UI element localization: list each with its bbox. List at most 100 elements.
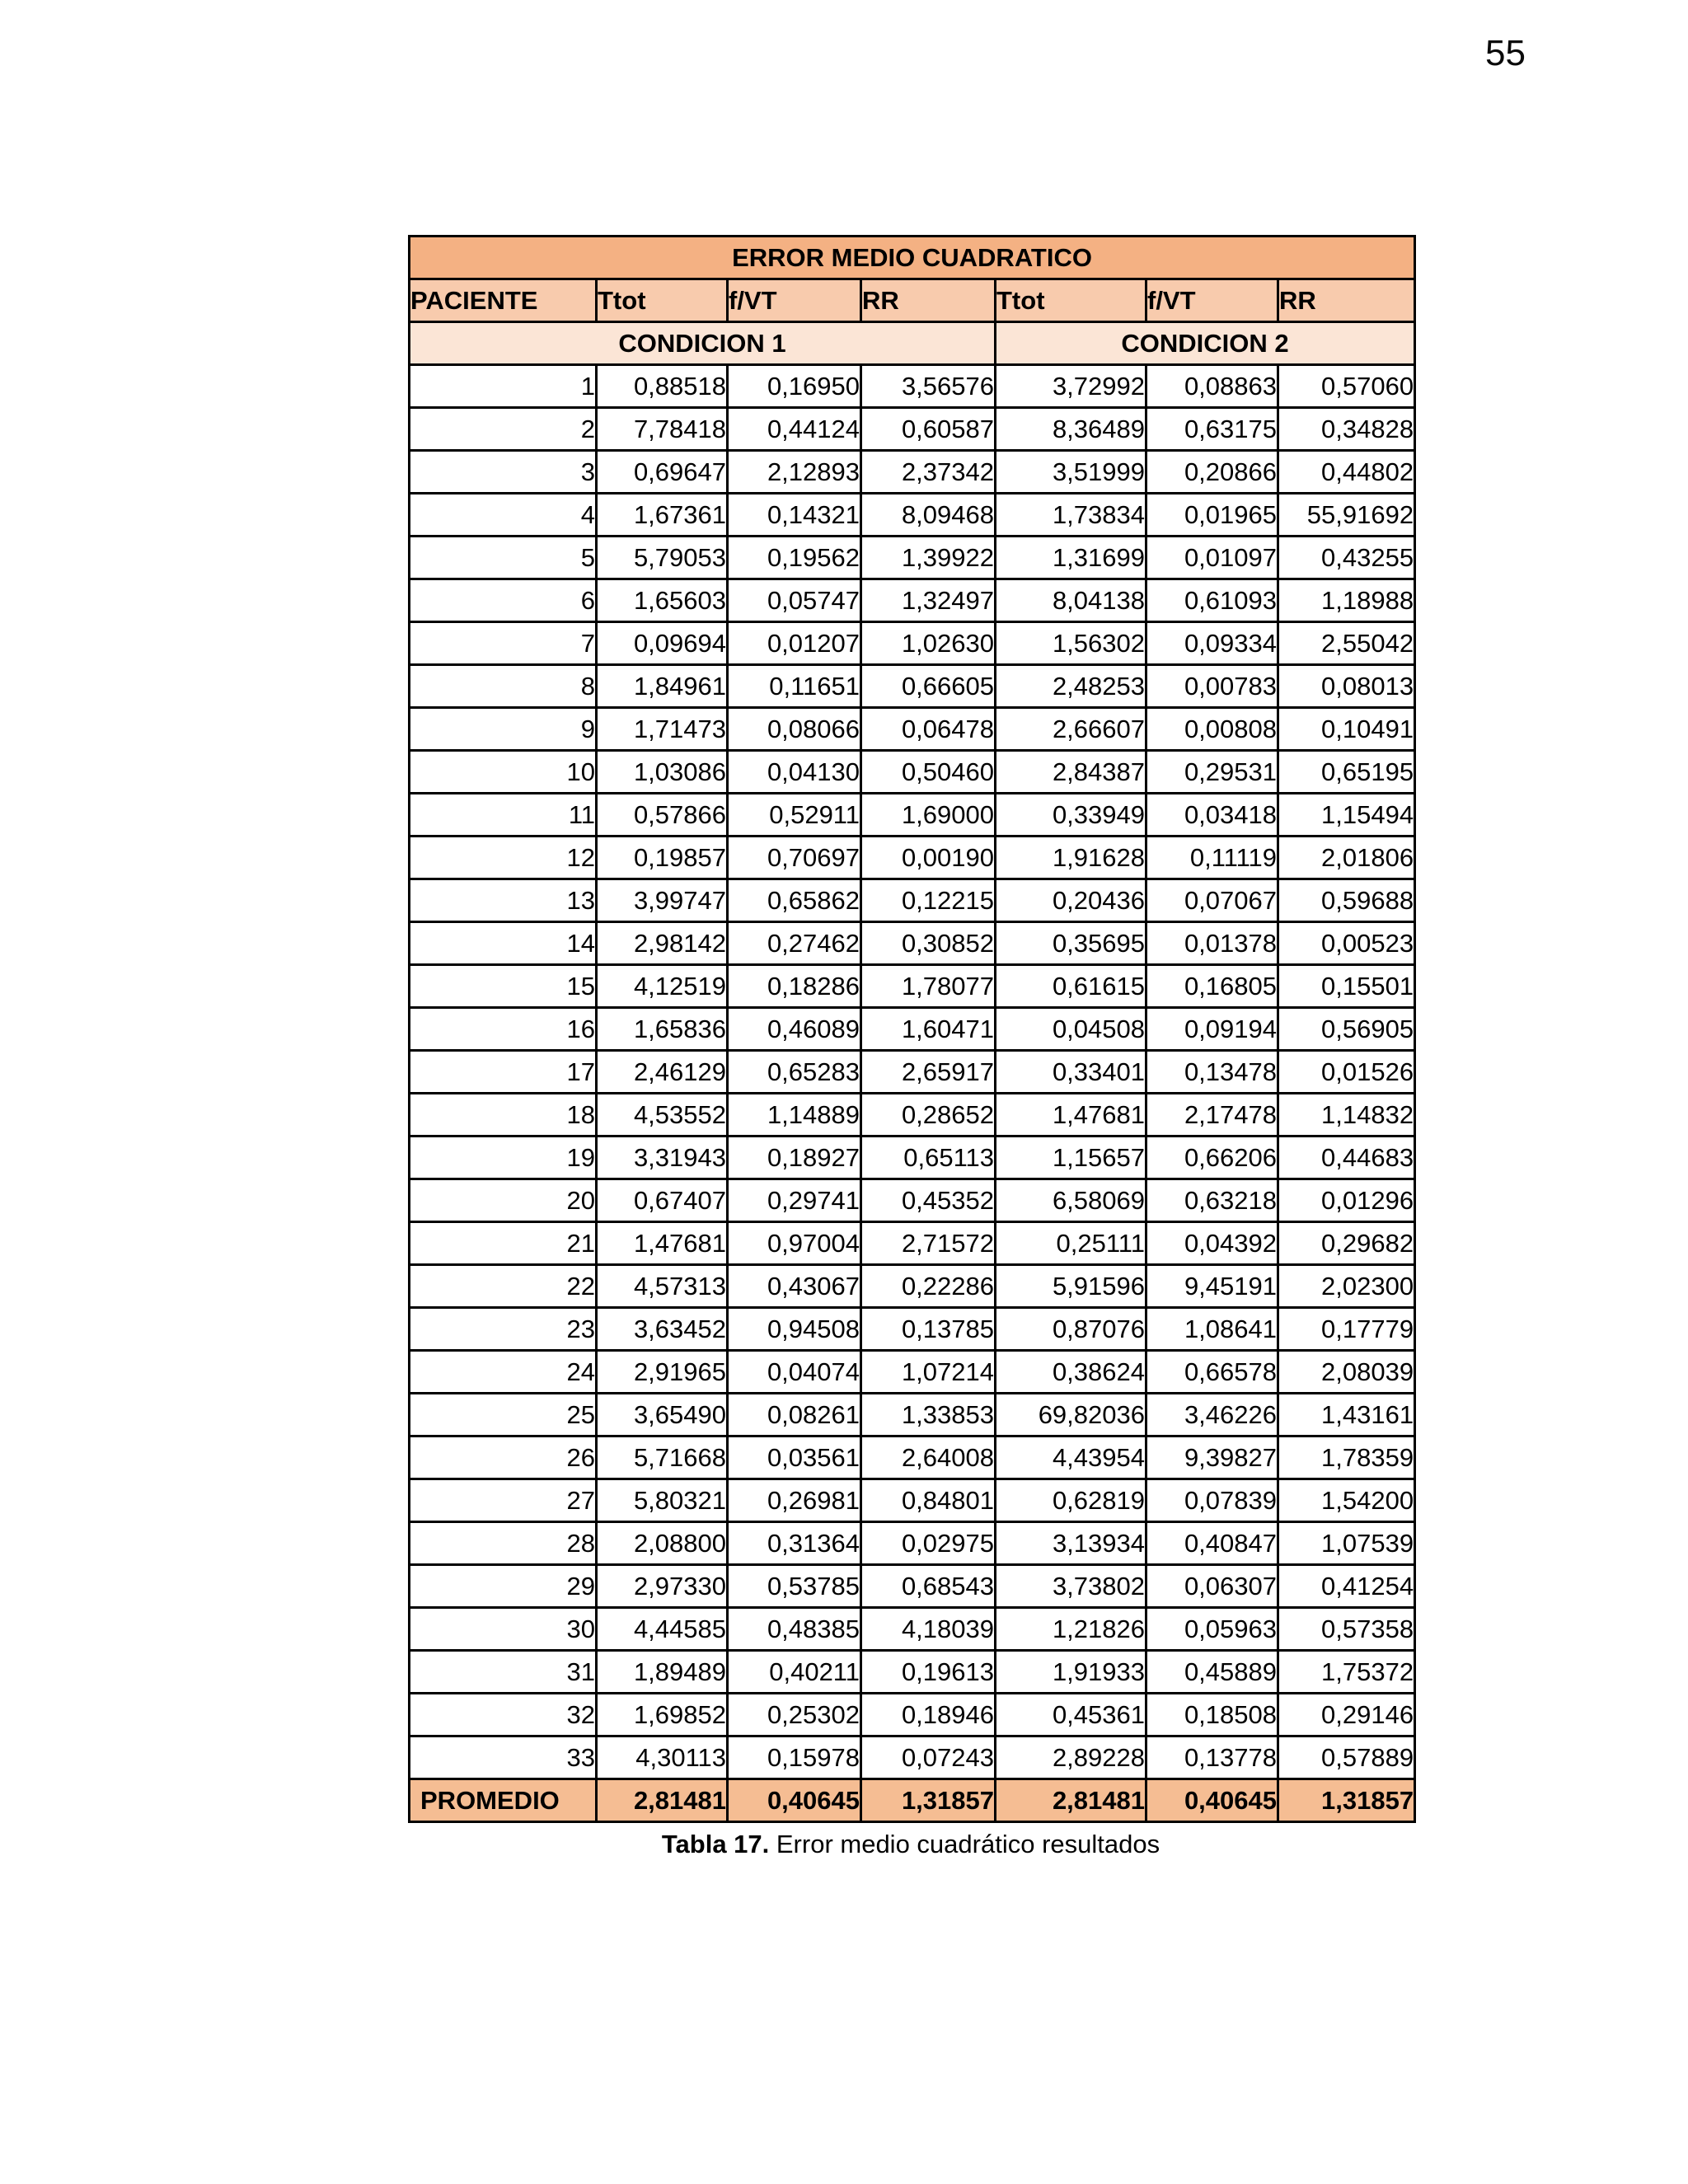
paciente-cell: 31 — [408, 1649, 598, 1694]
paciente-cell: 2 — [408, 406, 598, 452]
value-cell: 0,01378 — [1145, 921, 1279, 966]
value-cell: 0,06478 — [860, 706, 996, 752]
table-title: ERROR MEDIO CUADRATICO — [407, 235, 1417, 280]
promedio-row: PROMEDIO 2,81481 0,40645 1,31857 2,81481… — [408, 1778, 1417, 1823]
condition-2-header: CONDICION 2 — [993, 321, 1417, 366]
value-cell: 2,98142 — [595, 921, 729, 966]
table-row: 10 1,03086 0,04130 0,50460 2,84387 0,29531 0,6… — [408, 749, 1417, 794]
value-cell: 0,03561 — [726, 1435, 862, 1480]
value-cell: 55,91692 — [1276, 492, 1417, 537]
value-cell: 2,37342 — [860, 449, 996, 494]
condition-row: CONDICION 1 CONDICION 2 — [408, 321, 1417, 366]
value-cell: 9,39827 — [1145, 1435, 1279, 1480]
value-cell: 3,63452 — [595, 1306, 729, 1352]
value-cell: 0,18508 — [1145, 1692, 1279, 1737]
value-cell: 0,05963 — [1145, 1606, 1279, 1652]
value-cell: 0,00783 — [1145, 663, 1279, 709]
table-row: 16 1,65836 0,46089 1,60471 0,04508 0,09194 0,5… — [408, 1006, 1417, 1052]
table-row: 24 2,91965 0,04074 1,07214 0,38624 0,66578 2,0… — [408, 1349, 1417, 1394]
table-row: 8 1,84961 0,11651 0,66605 2,48253 0,00783 0,08… — [408, 663, 1417, 709]
value-cell: 0,29741 — [726, 1178, 862, 1223]
value-cell: 1,78077 — [860, 963, 996, 1009]
value-cell: 2,12893 — [726, 449, 862, 494]
value-cell: 0,09194 — [1145, 1006, 1279, 1052]
value-cell: 2,66607 — [994, 706, 1147, 752]
value-cell: 4,43954 — [994, 1435, 1147, 1480]
value-cell: 1,33853 — [860, 1392, 996, 1437]
value-cell: 0,57358 — [1276, 1606, 1417, 1652]
value-cell: 1,08641 — [1145, 1306, 1279, 1352]
value-cell: 0,07243 — [860, 1735, 996, 1780]
table-row: 20 0,67407 0,29741 0,45352 6,58069 0,63218 0,0… — [408, 1178, 1417, 1223]
value-cell: 0,53785 — [726, 1563, 862, 1609]
value-cell: 4,44585 — [595, 1606, 729, 1652]
value-cell: 2,46129 — [595, 1049, 729, 1094]
paciente-cell: 23 — [408, 1306, 598, 1352]
paciente-cell: 27 — [408, 1478, 598, 1523]
value-cell: 0,30852 — [860, 921, 996, 966]
promedio-value: 0,40645 — [726, 1778, 862, 1823]
value-cell: 0,00190 — [860, 835, 996, 880]
page-number: 55 — [1485, 33, 1526, 73]
value-cell: 0,57060 — [1276, 363, 1417, 409]
value-cell: 2,84387 — [994, 749, 1147, 794]
value-cell: 0,03418 — [1145, 792, 1279, 837]
paciente-cell: 8 — [408, 663, 598, 709]
value-cell: 1,75372 — [1276, 1649, 1417, 1694]
value-cell: 0,44683 — [1276, 1135, 1417, 1180]
value-cell: 0,19613 — [860, 1649, 996, 1694]
value-cell: 0,65195 — [1276, 749, 1417, 794]
value-cell: 3,13934 — [994, 1521, 1147, 1566]
value-cell: 0,45352 — [860, 1178, 996, 1223]
value-cell: 3,46226 — [1145, 1392, 1279, 1437]
value-cell: 0,43067 — [726, 1263, 862, 1309]
value-cell: 3,51999 — [994, 449, 1147, 494]
value-cell: 0,29531 — [1145, 749, 1279, 794]
promedio-value: 1,31857 — [860, 1778, 996, 1823]
value-cell: 1,03086 — [595, 749, 729, 794]
value-cell: 0,25111 — [994, 1221, 1147, 1266]
value-cell: 2,89228 — [994, 1735, 1147, 1780]
value-cell: 0,40847 — [1145, 1521, 1279, 1566]
value-cell: 1,69852 — [595, 1692, 729, 1737]
value-cell: 0,87076 — [994, 1306, 1147, 1352]
table-row: 32 1,69852 0,25302 0,18946 0,45361 0,18508 0,2… — [408, 1692, 1417, 1737]
column-header-ttot-1: Ttot — [595, 278, 729, 323]
value-cell: 1,91628 — [994, 835, 1147, 880]
paciente-cell: 19 — [408, 1135, 598, 1180]
value-cell: 0,11119 — [1145, 835, 1279, 880]
value-cell: 0,44802 — [1276, 449, 1417, 494]
value-cell: 5,79053 — [595, 535, 729, 580]
value-cell: 2,55042 — [1276, 621, 1417, 666]
table-row: 3 0,69647 2,12893 2,37342 3,51999 0,20866 0,44… — [408, 449, 1417, 494]
table-caption-label: Tabla 17. — [661, 1830, 770, 1858]
value-cell: 1,65836 — [595, 1006, 729, 1052]
value-cell: 0,22286 — [860, 1263, 996, 1309]
value-cell: 1,21826 — [994, 1606, 1147, 1652]
column-header-rr-2: RR — [1276, 278, 1417, 323]
value-cell: 0,26981 — [726, 1478, 862, 1523]
paciente-cell: 18 — [408, 1092, 598, 1137]
table-row: 26 5,71668 0,03561 2,64008 4,43954 9,39827 1,7… — [408, 1435, 1417, 1480]
value-cell: 0,66605 — [860, 663, 996, 709]
value-cell: 0,10491 — [1276, 706, 1417, 752]
value-cell: 4,53552 — [595, 1092, 729, 1137]
value-cell: 2,91965 — [595, 1349, 729, 1394]
value-cell: 0,94508 — [726, 1306, 862, 1352]
value-cell: 8,36489 — [994, 406, 1147, 452]
value-cell: 0,48385 — [726, 1606, 862, 1652]
value-cell: 0,59688 — [1276, 878, 1417, 923]
table-row: 15 4,12519 0,18286 1,78077 0,61615 0,16805 0,1… — [408, 963, 1417, 1009]
value-cell: 4,30113 — [595, 1735, 729, 1780]
paciente-cell: 9 — [408, 706, 598, 752]
table-row: 18 4,53552 1,14889 0,28652 1,47681 2,17478 1,1… — [408, 1092, 1417, 1137]
value-cell: 0,44124 — [726, 406, 862, 452]
value-cell: 0,13478 — [1145, 1049, 1279, 1094]
promedio-value: 0,40645 — [1145, 1778, 1279, 1823]
value-cell: 5,71668 — [595, 1435, 729, 1480]
paciente-cell: 11 — [408, 792, 598, 837]
value-cell: 0,20436 — [994, 878, 1147, 923]
table-row: 13 3,99747 0,65862 0,12215 0,20436 0,07067 0,5… — [408, 878, 1417, 923]
value-cell: 0,11651 — [726, 663, 862, 709]
value-cell: 0,28652 — [860, 1092, 996, 1137]
